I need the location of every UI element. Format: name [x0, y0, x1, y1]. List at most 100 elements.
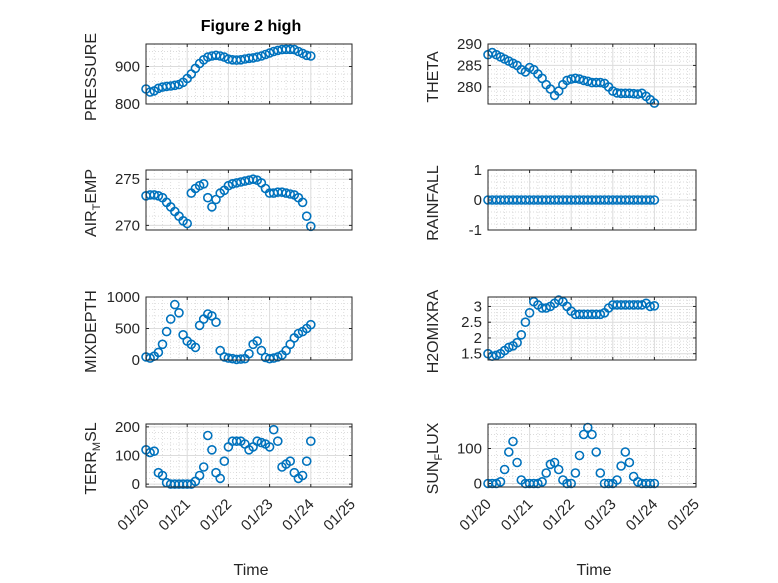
data-point: [537, 476, 547, 487]
y-axis-label: THETA: [425, 51, 442, 103]
y-axis-label: TERRMSL: [83, 422, 103, 494]
x-tick-label: 01/21: [498, 496, 537, 535]
y-tick-label: -1: [469, 222, 482, 239]
x-tick-label: 01/20: [456, 496, 495, 535]
data-point: [207, 202, 217, 212]
y-tick-label: 3: [474, 298, 482, 315]
data-point: [553, 295, 564, 305]
y-tick-label: 285: [457, 57, 482, 74]
subplot-pressure: 800 900 PRESSURE: [83, 33, 353, 121]
series-markers: [483, 295, 660, 362]
subplot-terr-msl: 0 100 200 01/20 01/21 01/22 01/23 01/24 01/25 TER…: [83, 419, 359, 535]
data-point: [541, 468, 552, 478]
data-point: [541, 303, 552, 313]
y-tick-label: 500: [115, 321, 140, 338]
subplot-mixdepth: 0 500 1000 MIXDEPTH: [83, 289, 353, 373]
data-point: [574, 74, 585, 84]
data-point: [595, 77, 606, 88]
series-markers: [141, 424, 316, 489]
data-point: [268, 353, 279, 363]
y-tick-label: 100: [457, 441, 482, 458]
subplot-sun-flux: 0 100 01/20 01/21 01/22 01/23 01/24 01/25 SUNFLU…: [425, 422, 703, 534]
y-tick-label: 900: [115, 59, 140, 76]
axes-box: [145, 423, 353, 488]
x-axis-label-right: Time: [577, 562, 612, 579]
data-point: [645, 301, 656, 312]
y-axis-label: SUNFLUX: [425, 422, 445, 494]
data-point: [305, 436, 316, 447]
figure-title: Figure 2 high: [201, 18, 301, 35]
data-point: [616, 461, 626, 471]
data-point: [157, 339, 168, 350]
plot-area: [488, 297, 696, 360]
data-point: [516, 329, 527, 340]
data-point: [512, 337, 522, 348]
data-point: [211, 317, 221, 328]
x-tick-label: 01/22: [539, 496, 578, 535]
data-point: [165, 314, 176, 324]
data-point: [161, 326, 172, 337]
series-markers: [483, 47, 660, 108]
data-point: [595, 468, 606, 478]
series-markers: [483, 195, 660, 205]
data-point: [491, 350, 502, 361]
data-point: [503, 342, 514, 353]
data-point: [495, 476, 506, 487]
y-tick-label: 0: [474, 192, 482, 209]
data-point: [215, 51, 225, 61]
y-tick-label: 200: [115, 419, 140, 436]
data-point: [264, 442, 275, 452]
data-point: [203, 430, 213, 441]
x-tick-label: 01/23: [238, 496, 277, 535]
data-point: [153, 347, 164, 358]
data-point: [632, 89, 643, 99]
y-tick-label: 100: [115, 448, 140, 465]
data-point: [524, 307, 535, 318]
data-point: [297, 197, 308, 208]
data-point: [285, 456, 296, 467]
data-point: [236, 354, 246, 364]
axes-box: [145, 43, 353, 105]
y-axis-label: H2OMIXRA: [425, 289, 442, 373]
y-tick-label: 800: [115, 96, 140, 113]
data-point: [624, 457, 635, 468]
data-point: [649, 98, 660, 108]
y-tick-label: 275: [115, 171, 140, 188]
data-point: [268, 424, 279, 435]
data-point: [182, 479, 192, 489]
axes-box: [487, 296, 697, 361]
axes-box: [487, 169, 697, 231]
data-point: [301, 211, 312, 221]
y-tick-label: 0: [132, 476, 140, 493]
data-point: [553, 464, 564, 475]
data-point: [649, 195, 660, 205]
data-point: [264, 48, 275, 58]
data-point: [182, 218, 192, 229]
data-point: [256, 345, 267, 356]
data-point: [562, 75, 572, 86]
subplot-theta: 280 285 290 THETA: [425, 36, 697, 108]
data-point: [553, 86, 564, 96]
axes-box: [487, 423, 697, 488]
y-axis-label: AIRTEMP: [83, 169, 103, 237]
data-point: [272, 436, 283, 447]
data-point: [305, 51, 316, 61]
data-point: [301, 50, 312, 61]
data-point: [587, 429, 597, 440]
subplot-rainfall: -1 0 1 RAINFALL: [425, 162, 697, 241]
data-point: [190, 342, 201, 353]
data-point: [207, 444, 217, 455]
data-point: [198, 462, 209, 472]
data-point: [620, 447, 631, 457]
data-point: [645, 195, 656, 205]
data-point: [512, 457, 522, 468]
axes-box: [487, 43, 697, 105]
data-point: [285, 189, 296, 199]
y-tick-label: 1.5: [461, 346, 482, 363]
data-point: [244, 348, 254, 359]
data-point: [570, 468, 581, 478]
data-point: [297, 470, 308, 481]
data-point: [170, 80, 180, 91]
data-point: [252, 336, 263, 346]
